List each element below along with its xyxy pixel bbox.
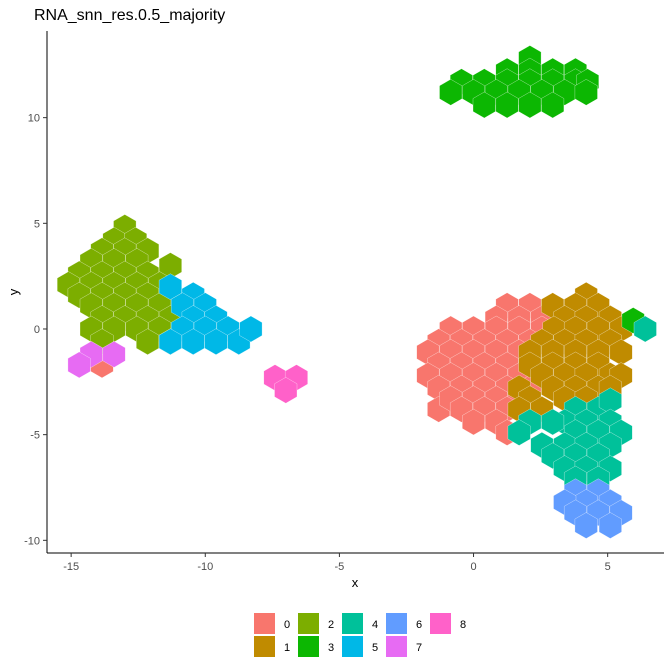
hex-cluster-5 <box>158 273 182 300</box>
hex-cluster-4 <box>633 315 657 343</box>
legend-label: 2 <box>328 619 334 631</box>
hex-cluster-3 <box>574 79 598 106</box>
legend-swatch <box>430 613 451 634</box>
legend-label: 3 <box>328 642 334 654</box>
hex-cluster-3 <box>495 91 519 119</box>
x-axis-title: x <box>352 575 359 590</box>
legend-label: 8 <box>460 619 466 631</box>
legend-item-8: 8 <box>430 613 466 634</box>
legend-item-2: 2 <box>298 613 334 634</box>
hex-cluster-4 <box>541 408 565 436</box>
legend: 0 1 2 3 4 5 6 7 8 <box>254 613 466 657</box>
y-ticks: -10 -5 0 5 10 <box>24 113 47 547</box>
legend-swatch <box>298 613 319 634</box>
hex-cluster-2 <box>136 328 160 355</box>
legend-swatch <box>386 613 407 634</box>
legend-item-4: 4 <box>342 613 378 634</box>
hex-cluster-7 <box>67 351 91 379</box>
legend-swatch <box>342 636 363 657</box>
legend-label: 7 <box>416 642 422 654</box>
hex-cluster-3 <box>541 91 565 119</box>
legend-item-1: 1 <box>254 636 290 657</box>
y-axis-title: y <box>6 288 21 295</box>
hex-cluster-4 <box>507 419 531 446</box>
hex-cluster-7 <box>102 341 126 368</box>
x-tick-label: -5 <box>335 561 345 573</box>
x-tick-label: 5 <box>605 561 611 573</box>
legend-item-7: 7 <box>386 636 422 657</box>
hex-cluster-3 <box>472 91 496 119</box>
chart-title: RNA_snn_res.0.5_majority <box>34 7 225 24</box>
hex-cluster-5 <box>158 328 182 355</box>
legend-label: 4 <box>372 619 378 631</box>
legend-item-0: 0 <box>254 613 290 634</box>
legend-swatch <box>298 636 319 657</box>
hex-cluster-5 <box>204 328 228 355</box>
y-tick-label: 5 <box>34 218 40 230</box>
hex-cluster-6 <box>598 512 622 539</box>
hex-cluster-5 <box>239 315 263 343</box>
legend-swatch <box>386 636 407 657</box>
hex-cluster-8 <box>274 377 298 404</box>
hex-cluster-0 <box>462 408 485 436</box>
legend-label: 5 <box>372 642 378 654</box>
legend-item-3: 3 <box>298 636 334 657</box>
legend-label: 1 <box>284 642 290 654</box>
y-tick-label: 10 <box>28 113 40 125</box>
legend-item-6: 6 <box>386 613 422 634</box>
legend-swatch <box>342 613 363 634</box>
legend-label: 6 <box>416 619 422 631</box>
legend-item-5: 5 <box>342 636 378 657</box>
legend-swatch <box>254 636 275 657</box>
legend-label: 0 <box>284 619 290 631</box>
x-tick-label: -10 <box>197 561 213 573</box>
y-tick-label: 0 <box>34 324 40 336</box>
hex-layer <box>57 45 657 539</box>
hex-cluster-6 <box>574 512 598 539</box>
hex-cluster-5 <box>181 328 205 355</box>
legend-swatch <box>254 613 275 634</box>
x-tick-label: -15 <box>63 561 79 573</box>
hex-cluster-3 <box>518 91 542 119</box>
y-tick-label: -10 <box>24 535 40 547</box>
x-tick-label: 0 <box>470 561 476 573</box>
hex-cluster-3 <box>439 79 463 106</box>
y-tick-label: -5 <box>30 430 40 442</box>
x-ticks: -15 -10 -5 0 5 <box>63 553 611 573</box>
